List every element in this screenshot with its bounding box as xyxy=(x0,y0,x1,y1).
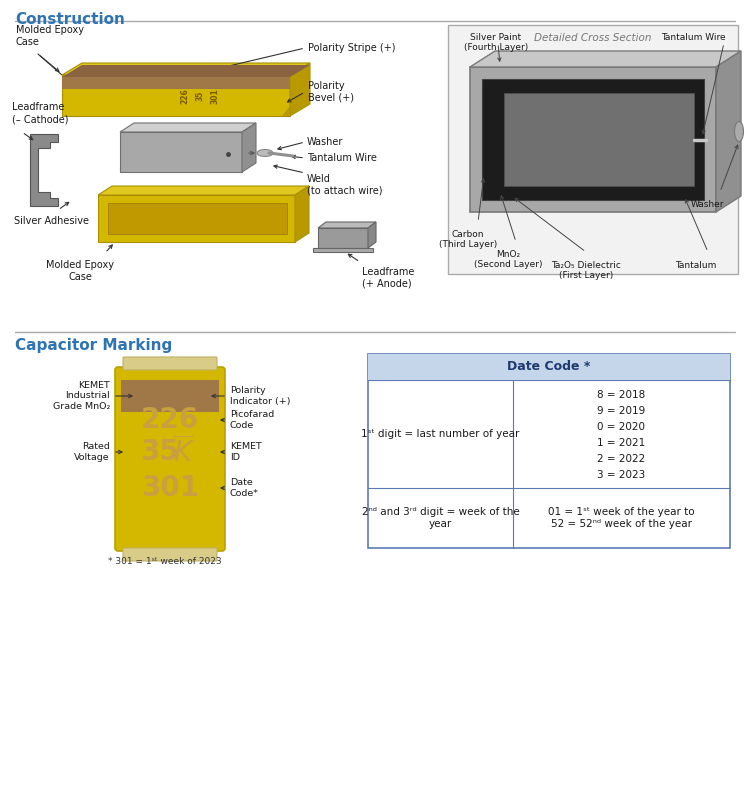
Text: 2ⁿᵈ and 3ʳᵈ digit = week of the
year: 2ⁿᵈ and 3ʳᵈ digit = week of the year xyxy=(362,507,519,529)
Text: 35: 35 xyxy=(140,438,179,466)
Polygon shape xyxy=(62,63,310,75)
Ellipse shape xyxy=(257,150,273,156)
Polygon shape xyxy=(295,186,309,242)
Text: Rated
Voltage: Rated Voltage xyxy=(74,442,110,462)
Polygon shape xyxy=(470,67,716,212)
Polygon shape xyxy=(470,51,741,67)
Text: 226: 226 xyxy=(181,88,190,104)
Text: 1ˢᵗ digit = last number of year: 1ˢᵗ digit = last number of year xyxy=(362,429,520,439)
Text: Date Code *: Date Code * xyxy=(507,360,591,373)
FancyBboxPatch shape xyxy=(368,354,730,380)
Text: 01 = 1ˢᵗ week of the year to
52 = 52ⁿᵈ week of the year: 01 = 1ˢᵗ week of the year to 52 = 52ⁿᵈ w… xyxy=(548,507,694,529)
Text: Detailed Cross Section: Detailed Cross Section xyxy=(534,33,652,43)
FancyBboxPatch shape xyxy=(115,367,225,551)
Text: 3 = 2023: 3 = 2023 xyxy=(597,470,646,480)
FancyBboxPatch shape xyxy=(368,354,730,548)
Polygon shape xyxy=(282,106,290,116)
Text: 301: 301 xyxy=(211,88,220,104)
Polygon shape xyxy=(62,77,290,89)
Polygon shape xyxy=(318,222,376,228)
Text: 0 = 2020: 0 = 2020 xyxy=(598,422,646,432)
Text: Washer: Washer xyxy=(691,200,724,209)
FancyBboxPatch shape xyxy=(123,357,217,370)
Polygon shape xyxy=(62,75,290,116)
Text: KEMET
ID: KEMET ID xyxy=(230,442,262,462)
Polygon shape xyxy=(482,79,704,200)
Polygon shape xyxy=(108,203,287,234)
Polygon shape xyxy=(120,132,242,172)
FancyBboxPatch shape xyxy=(448,25,738,274)
Text: Construction: Construction xyxy=(15,12,125,27)
Text: 8 = 2018: 8 = 2018 xyxy=(597,390,646,400)
Text: Tantalum: Tantalum xyxy=(675,261,716,270)
Text: Polarity Stripe (+): Polarity Stripe (+) xyxy=(308,43,395,53)
Text: * 301 = 1ˢᵗ week of 2023: * 301 = 1ˢᵗ week of 2023 xyxy=(108,557,222,566)
Text: Tantalum Wire: Tantalum Wire xyxy=(307,153,376,163)
Text: Molded Epoxy
Case: Molded Epoxy Case xyxy=(16,25,84,47)
Text: Silver Adhesive: Silver Adhesive xyxy=(14,216,89,226)
Text: Leadframe
(+ Anode): Leadframe (+ Anode) xyxy=(362,267,414,288)
Text: 301: 301 xyxy=(141,474,199,502)
Text: Picofarad
Code: Picofarad Code xyxy=(230,411,274,429)
Polygon shape xyxy=(98,186,309,195)
Text: $\overline{K}$: $\overline{K}$ xyxy=(173,437,195,468)
Text: Polarity
Indicator (+): Polarity Indicator (+) xyxy=(230,386,290,406)
Polygon shape xyxy=(242,123,256,172)
Polygon shape xyxy=(368,222,376,248)
Text: Molded Epoxy
Case: Molded Epoxy Case xyxy=(46,260,114,282)
Text: 2 = 2022: 2 = 2022 xyxy=(597,454,646,464)
Text: Washer: Washer xyxy=(307,137,344,147)
Ellipse shape xyxy=(734,122,743,142)
Polygon shape xyxy=(120,123,256,132)
Text: KEMET
Industrial
Grade MnO₂: KEMET Industrial Grade MnO₂ xyxy=(53,381,110,411)
Polygon shape xyxy=(313,248,373,252)
Text: MnO₂
(Second Layer): MnO₂ (Second Layer) xyxy=(474,250,542,270)
Polygon shape xyxy=(716,51,741,212)
Text: Ta₂O₅ Dielectric
(First Layer): Ta₂O₅ Dielectric (First Layer) xyxy=(551,261,621,280)
Polygon shape xyxy=(318,228,368,248)
Text: Polarity
Bevel (+): Polarity Bevel (+) xyxy=(308,81,354,103)
Polygon shape xyxy=(30,134,58,206)
Polygon shape xyxy=(504,93,694,186)
FancyBboxPatch shape xyxy=(123,548,217,561)
Text: Carbon
(Third Layer): Carbon (Third Layer) xyxy=(439,230,497,249)
Polygon shape xyxy=(62,65,310,77)
Polygon shape xyxy=(98,195,295,242)
Text: 9 = 2019: 9 = 2019 xyxy=(597,406,646,416)
Polygon shape xyxy=(290,63,310,116)
Text: Date
Code*: Date Code* xyxy=(230,478,259,497)
Text: Leadframe
(– Cathode): Leadframe (– Cathode) xyxy=(12,102,68,124)
Text: 1 = 2021: 1 = 2021 xyxy=(597,438,646,448)
Text: Silver Paint
(Fourth Layer): Silver Paint (Fourth Layer) xyxy=(464,33,528,53)
Text: 226: 226 xyxy=(141,406,199,434)
Text: Tantalum Wire: Tantalum Wire xyxy=(662,33,726,42)
FancyBboxPatch shape xyxy=(121,380,219,412)
Text: Weld
(to attach wire): Weld (to attach wire) xyxy=(307,174,382,195)
Text: 35: 35 xyxy=(196,91,205,101)
Text: Capacitor Marking: Capacitor Marking xyxy=(15,338,173,353)
